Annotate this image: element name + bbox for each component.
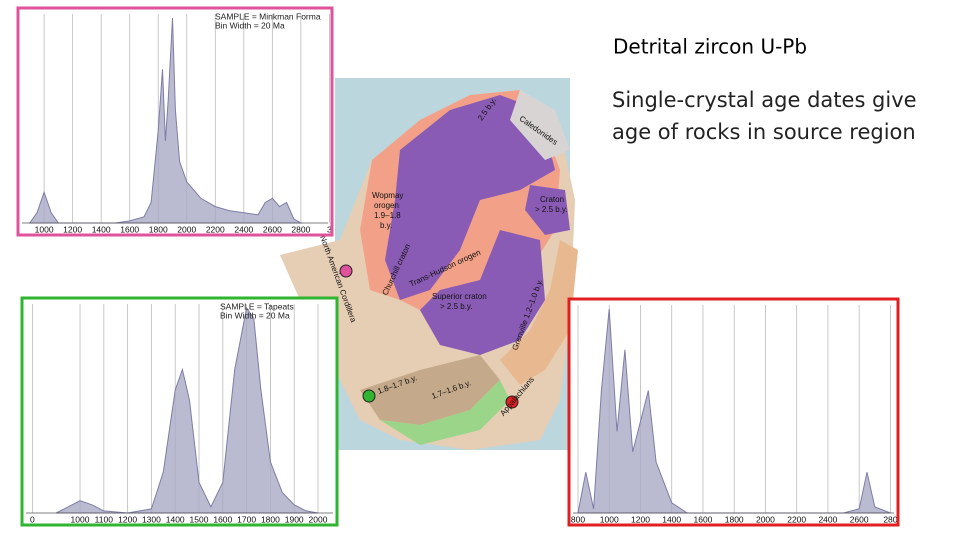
x-tick-label: 1000 — [35, 224, 54, 234]
x-tick-label: 1000 — [71, 514, 90, 524]
x-tick-label: 2200 — [787, 514, 806, 524]
slide-body: age of rocks in source region — [612, 120, 916, 144]
map-label: b.y. — [380, 221, 392, 230]
distribution-area — [577, 308, 891, 514]
map-label: Craton — [540, 195, 564, 204]
x-tick-label: 3 — [327, 224, 332, 234]
x-tick-label: 1600 — [694, 514, 713, 524]
map-label: Superior craton — [432, 292, 487, 301]
chart-frame — [567, 297, 900, 527]
map-band-1 — [360, 355, 500, 425]
x-tick-label: 2000 — [177, 224, 196, 234]
x-tick-label: 2400 — [234, 224, 253, 234]
map-band-2 — [380, 380, 510, 445]
x-tick-label: 2000 — [309, 514, 328, 524]
map-label: Wopmay — [372, 191, 403, 200]
sample-dot — [362, 389, 376, 403]
x-tick-label: 1100 — [95, 514, 114, 524]
map-label: 1.9–1.8 — [374, 211, 401, 220]
x-tick-label: 800 — [571, 514, 585, 524]
histogram-chart: 800 1000 1200 1400 1600 1800 2000 2200 2400 2600 2… — [567, 297, 900, 527]
x-tick-label: 1200 — [118, 514, 137, 524]
x-tick-label: 1000 — [600, 514, 619, 524]
x-tick-label: 1800 — [149, 224, 168, 234]
map-caledonides — [510, 90, 570, 160]
map-label: orogen — [374, 201, 399, 210]
x-tick-label: 1700 — [237, 514, 256, 524]
x-tick-label: 1400 — [92, 224, 111, 234]
x-tick-label: 1300 — [142, 514, 161, 524]
map-craton-east — [525, 185, 570, 235]
sample-dot — [339, 264, 353, 278]
x-tick-label: 1900 — [285, 514, 304, 524]
map-label: > 2.5 b.y. — [440, 302, 473, 311]
x-tick-label: 1800 — [725, 514, 744, 524]
x-tick-label: 1200 — [631, 514, 650, 524]
map-craton-west — [385, 95, 555, 300]
x-tick-label: 1500 — [190, 514, 209, 524]
x-tick-label: 280 — [883, 514, 897, 524]
x-tick-label: 0 — [30, 514, 35, 524]
x-tick-label: 2400 — [818, 514, 837, 524]
legend-text: Bin Width = 20 Ma — [215, 20, 285, 30]
distribution-area — [55, 306, 319, 514]
x-tick-label: 2800 — [291, 224, 310, 234]
map-label: > 2.5 b.y. — [535, 205, 568, 214]
x-tick-label: 1400 — [662, 514, 681, 524]
map-grenville — [500, 240, 578, 385]
legend-text: SAMPLE = Tapeats — [220, 301, 294, 311]
x-tick-label: 2600 — [850, 514, 869, 524]
sample-dot — [505, 395, 519, 409]
x-tick-label: 1800 — [261, 514, 280, 524]
map-superior — [420, 230, 545, 355]
x-tick-label: 1400 — [166, 514, 185, 524]
legend-text: SAMPLE = Minkman Forma — [215, 11, 321, 21]
x-tick-label: 1200 — [63, 224, 82, 234]
slide-title: Detrital zircon U-Pb — [613, 35, 807, 59]
chart-frame — [20, 296, 339, 527]
histogram-chart: 1000 1200 1400 1600 1800 2000 2200 2400 2600 2800… — [16, 6, 334, 237]
map: Caledonides 2.5 b.y. Craton > 2.5 b.y. W… — [280, 78, 578, 450]
x-tick-label: 2200 — [206, 224, 225, 234]
chart-frame — [16, 6, 334, 237]
histogram-chart: 0 1000 1100 1200 1300 1400 1500 1600 1700 1800 190… — [20, 296, 339, 527]
legend-text: Bin Width = 20 Ma — [220, 310, 290, 320]
x-tick-label: 2000 — [756, 514, 775, 524]
x-tick-label: 1600 — [120, 224, 139, 234]
x-tick-label: 2600 — [263, 224, 282, 234]
slide-body: Single-crystal age dates give — [612, 88, 917, 112]
x-tick-label: 1600 — [213, 514, 232, 524]
